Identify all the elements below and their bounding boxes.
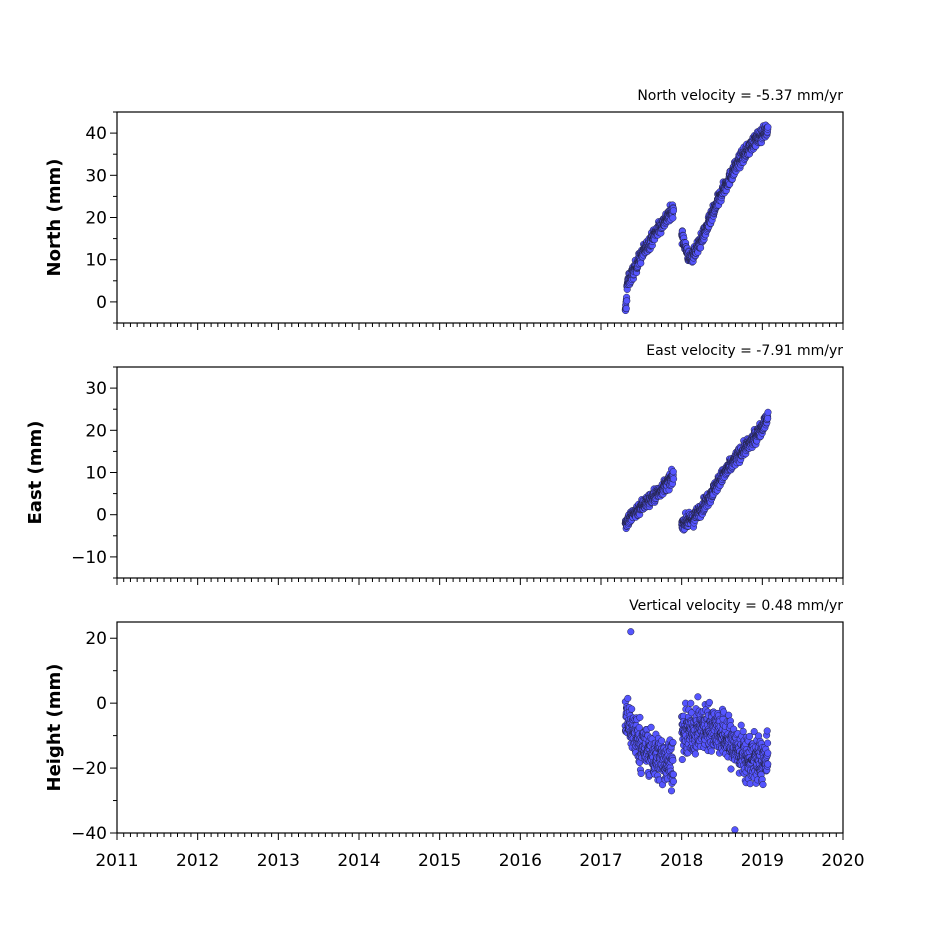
x-tick-label: 2012 <box>176 851 219 871</box>
north-mm-axis-label: North (mm) <box>44 159 65 277</box>
north-mm-axes-frame <box>116 111 844 324</box>
data-point <box>764 408 772 416</box>
data-point <box>678 755 686 764</box>
data-point <box>624 694 632 702</box>
y-tick-label: −20 <box>71 759 107 779</box>
data-point <box>731 826 739 834</box>
data-point <box>759 781 767 789</box>
data-point <box>669 468 677 476</box>
data-point <box>622 304 630 313</box>
y-tick-label: 0 <box>96 506 107 526</box>
north-mm-markers <box>621 121 772 315</box>
data-point <box>697 244 705 252</box>
east-mm-velocity-title: East velocity = -7.91 mm/yr <box>646 343 843 359</box>
data-point <box>764 739 772 747</box>
x-tick-label: 2013 <box>257 851 300 871</box>
x-tick-label: 2019 <box>741 851 784 871</box>
data-point <box>705 698 713 706</box>
data-point <box>764 760 772 768</box>
data-point <box>669 756 677 764</box>
height-mm-markers <box>621 628 772 834</box>
data-point <box>667 787 676 795</box>
y-tick-label: 20 <box>85 421 107 441</box>
height-mm-panel: −40 −20 0 20 2011 2012 2013 2014 2015 2016 2017 201… <box>44 598 865 871</box>
east-mm-axes-frame <box>116 366 844 579</box>
x-tick-label: 2015 <box>418 851 461 871</box>
data-point <box>669 207 678 215</box>
y-tick-label: −10 <box>71 548 107 568</box>
data-point <box>764 749 772 757</box>
east-mm-panel: −10 0 10 20 30 East velocity = -7.91 mm/yr Eas… <box>25 343 844 585</box>
data-point <box>707 747 715 755</box>
data-point <box>623 297 631 305</box>
x-tick-label: 2017 <box>579 851 622 871</box>
data-point <box>637 769 645 778</box>
north-mm-velocity-title: North velocity = -5.37 mm/yr <box>637 88 843 104</box>
data-point <box>637 259 645 267</box>
data-point <box>691 750 699 758</box>
y-tick-label: 10 <box>85 464 107 484</box>
y-tick-label: 0 <box>96 293 107 313</box>
y-tick-label: 30 <box>85 166 107 186</box>
data-point <box>669 738 677 747</box>
x-tick-label: 2016 <box>499 851 542 871</box>
data-point <box>694 693 702 701</box>
data-point <box>763 727 771 735</box>
data-point <box>658 737 666 745</box>
data-point <box>636 713 644 721</box>
data-point <box>669 777 678 785</box>
x-tick-label: 2011 <box>95 851 138 871</box>
y-tick-label: 0 <box>96 694 107 714</box>
y-tick-label: 10 <box>85 251 107 271</box>
data-point <box>764 414 772 422</box>
y-tick-label: 30 <box>85 379 107 399</box>
data-point <box>669 770 677 778</box>
height-mm-velocity-title: Vertical velocity = 0.48 mm/yr <box>629 598 843 614</box>
data-point <box>628 705 636 713</box>
east-mm-axis-label: East (mm) <box>25 421 46 525</box>
data-point <box>727 765 735 773</box>
y-tick-label: −40 <box>71 824 107 844</box>
x-tick-label: 2020 <box>821 851 864 871</box>
y-tick-label: 20 <box>85 629 107 649</box>
data-point <box>737 721 745 729</box>
data-point <box>739 727 747 735</box>
x-tick-label: 2014 <box>337 851 380 871</box>
data-point <box>647 723 655 731</box>
north-mm-panel: 0 10 20 30 40 North velocity = -5.37 mm/yr Nor… <box>44 88 844 330</box>
east-mm-markers <box>621 408 772 534</box>
data-point <box>746 780 754 788</box>
data-point <box>669 214 677 222</box>
height-mm-axis-label: Height (mm) <box>44 664 65 792</box>
x-tick-label: 2018 <box>660 851 703 871</box>
y-tick-label: 20 <box>85 209 107 229</box>
data-point <box>687 699 695 707</box>
data-point <box>627 628 635 636</box>
data-point <box>764 123 772 131</box>
y-tick-label: 40 <box>85 124 107 144</box>
data-point <box>670 475 678 483</box>
